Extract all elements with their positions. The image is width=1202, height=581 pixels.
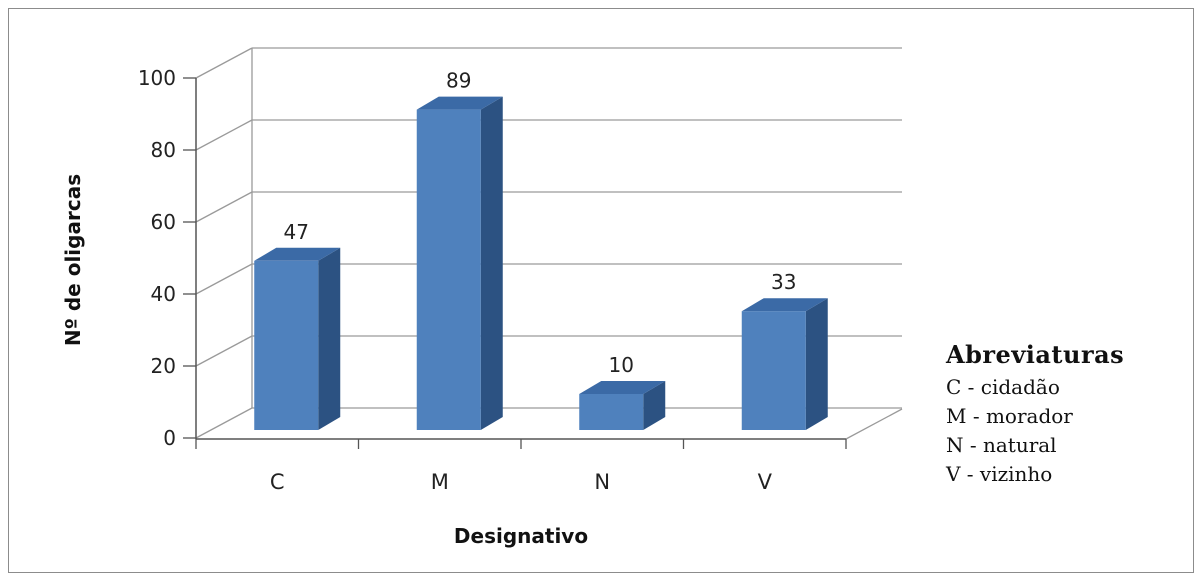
bar-top xyxy=(741,298,828,312)
y-tick-label: 20 xyxy=(151,354,176,378)
legend-title: Abreviaturas xyxy=(946,340,1125,369)
legend: Abreviaturas C - cidadão M - morador N -… xyxy=(946,340,1186,489)
bar-side xyxy=(318,247,341,430)
gridline-side xyxy=(195,263,253,295)
x-tick-label: V xyxy=(758,470,773,494)
y-tick-label: 100 xyxy=(138,66,176,90)
y-tick-label: 80 xyxy=(151,138,176,162)
data-label: 33 xyxy=(771,270,796,294)
x-axis-title: Designativo xyxy=(454,524,588,548)
y-tick-label: 0 xyxy=(163,426,176,450)
legend-item: M - morador xyxy=(946,404,1073,428)
bar-top xyxy=(416,96,503,110)
bar xyxy=(416,109,481,430)
y-tick-label: 60 xyxy=(151,210,176,234)
chart-frame xyxy=(8,8,1194,573)
x-tick-label: N xyxy=(594,470,610,494)
gridline-side xyxy=(195,407,253,439)
gridline-side xyxy=(195,47,253,79)
data-label: 10 xyxy=(609,353,634,377)
x-tick-label: M xyxy=(431,470,449,494)
bar-side xyxy=(805,298,828,430)
bar xyxy=(741,311,806,430)
gridline-side xyxy=(195,119,253,151)
bar xyxy=(254,260,319,430)
floor-edge xyxy=(845,408,903,440)
y-tick-label: 40 xyxy=(151,282,176,306)
gridline-side xyxy=(195,335,253,367)
bar-top xyxy=(254,247,341,261)
bar-top xyxy=(579,381,666,394)
y-axis-ticks: 0 20 40 60 80 100 xyxy=(138,66,196,450)
legend-item: N - natural xyxy=(946,433,1057,457)
bar xyxy=(579,394,644,430)
legend-item: C - cidadão xyxy=(946,375,1060,399)
data-label: 89 xyxy=(446,69,471,93)
data-label: 47 xyxy=(284,220,309,244)
legend-item: V - vizinho xyxy=(946,462,1053,486)
y-axis-title: Nº de oligarcas xyxy=(61,174,85,346)
gridline-side xyxy=(195,191,253,223)
bar-side xyxy=(480,96,503,430)
x-tick-label: C xyxy=(270,470,285,494)
bar-side xyxy=(643,381,666,430)
bars: 47 89 10 33 xyxy=(254,69,828,430)
